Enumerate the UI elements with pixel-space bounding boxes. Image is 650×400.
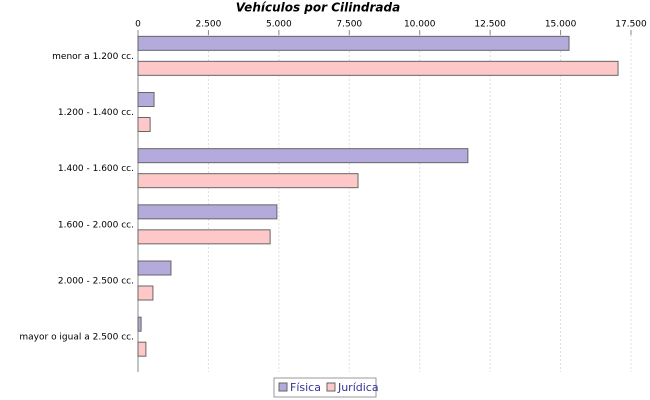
y-tick-label: 1.400 - 1.600 cc. bbox=[58, 164, 134, 174]
chart-title: Vehículos por Cilindrada bbox=[236, 1, 400, 15]
x-tick-label: 12.500 bbox=[474, 20, 506, 30]
bar bbox=[137, 60, 619, 76]
x-tick-label: 2.500 bbox=[196, 20, 222, 30]
bar bbox=[137, 341, 147, 357]
y-tick-label: mayor o igual a 2.500 cc. bbox=[19, 333, 134, 343]
y-tick-label: 1.600 - 2.000 cc. bbox=[58, 220, 134, 230]
bar bbox=[137, 285, 154, 301]
bar bbox=[137, 117, 151, 133]
bar bbox=[137, 35, 570, 51]
bar bbox=[137, 316, 142, 332]
legend-swatch bbox=[278, 382, 288, 392]
bar bbox=[137, 204, 278, 220]
legend-swatch bbox=[326, 382, 336, 392]
y-tick-label: 1.200 - 1.400 cc. bbox=[58, 108, 134, 118]
x-tick-label: 0 bbox=[135, 20, 141, 30]
legend-box bbox=[273, 377, 377, 398]
x-tick-label: 15.000 bbox=[545, 20, 577, 30]
bar bbox=[137, 92, 155, 108]
bar bbox=[137, 260, 172, 276]
legend-label: Jurídica bbox=[337, 381, 379, 394]
x-tick-label: 5.000 bbox=[266, 20, 292, 30]
bar bbox=[137, 173, 359, 189]
x-tick-label: 17.500 bbox=[615, 20, 647, 30]
y-tick-label: menor a 1.200 cc. bbox=[52, 52, 134, 62]
bar bbox=[137, 229, 271, 245]
x-tick-label: 7.500 bbox=[336, 20, 362, 30]
bar bbox=[137, 148, 469, 164]
y-tick-label: 2.000 - 2.500 cc. bbox=[58, 277, 134, 287]
legend-label: Física bbox=[290, 381, 321, 394]
x-tick-label: 10.000 bbox=[404, 20, 436, 30]
